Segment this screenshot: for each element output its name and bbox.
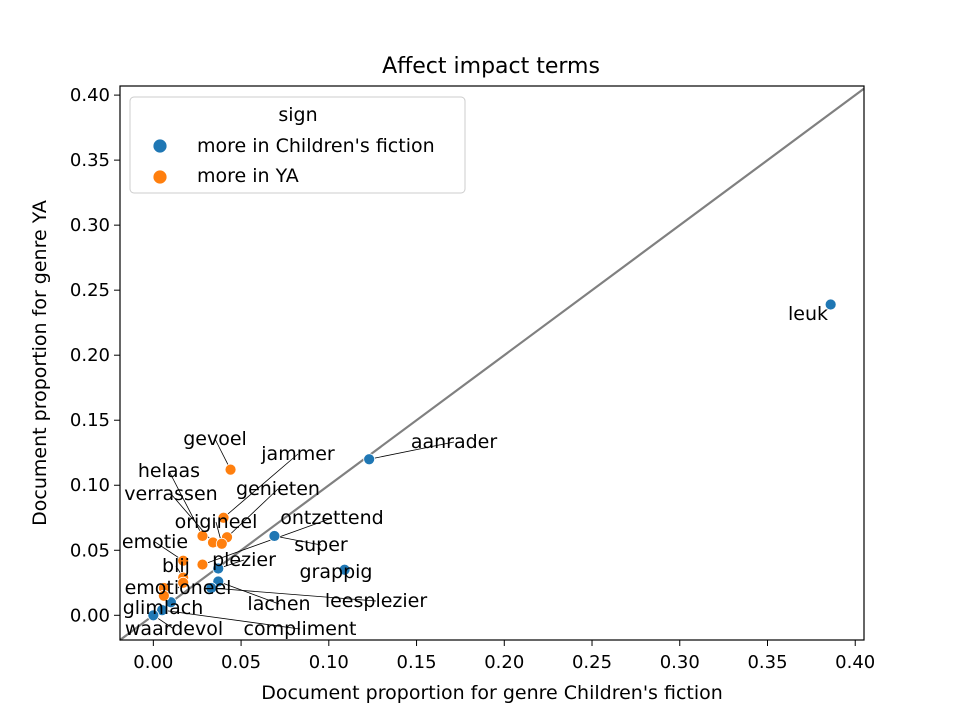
x-tick-label: 0.25 (572, 652, 612, 673)
y-tick-label: 0.20 (70, 345, 110, 366)
label-genieten: genieten (236, 478, 320, 500)
y-tick-label: 0.05 (70, 540, 110, 561)
label-emotioneel: emotioneel (125, 577, 232, 599)
label-super: super (294, 534, 348, 556)
point-emotie (177, 554, 190, 567)
diagonal-layer (119, 87, 865, 641)
y-axis-label: Document proportion for genre YA (29, 200, 51, 526)
point-waardevol (147, 609, 160, 622)
axes: leuk aanrader super grappig plezier lachen lee… (70, 85, 875, 673)
leader-super (274, 535, 322, 546)
label-ontzettend: ontzettend (280, 507, 383, 529)
diagonal-line (119, 87, 865, 641)
label-glimlach: glimlach (123, 597, 204, 619)
label-leuk: leuk (788, 303, 828, 325)
y-tick-label: 0.25 (70, 280, 110, 301)
point-grappig (338, 563, 351, 576)
point-plezier (212, 562, 225, 575)
x-tick-label: 0.40 (835, 652, 875, 673)
leader-aanrader (369, 441, 455, 460)
y-ticks: 0.00 0.05 0.10 0.15 0.20 0.25 0.30 0.35 0.40 (70, 85, 120, 626)
label-blij: blij (162, 555, 190, 577)
point-s1-11 (157, 589, 170, 602)
point-jammer (217, 511, 230, 524)
label-aanrader: aanrader (411, 431, 498, 453)
leader-compliment (162, 609, 301, 630)
x-axis-label: Document proportion for genre Children's… (261, 682, 723, 704)
point-compliment (156, 604, 169, 616)
point-gevoel (224, 463, 237, 476)
leader-helaas (168, 470, 203, 537)
legend-label-ya: more in YA (197, 165, 299, 187)
legend: sign more in Children's fiction more in … (129, 96, 466, 194)
point-emotioneel (177, 576, 190, 589)
label-layer: leuk aanrader super grappig plezier lachen lee… (122, 303, 828, 640)
label-jammer: jammer (260, 443, 335, 465)
point-layer (147, 298, 837, 622)
y-tick-label: 0.15 (70, 410, 110, 431)
leader-leesplezier (211, 587, 377, 602)
x-tick-label: 0.30 (660, 652, 700, 673)
point-aanrader (363, 453, 376, 466)
label-compliment: compliment (244, 618, 357, 640)
legend-marker-children (152, 138, 168, 154)
x-tick-label: 0.10 (309, 652, 349, 673)
legend-title: sign (278, 104, 317, 126)
chart-title: Affect impact terms (382, 54, 600, 79)
point-leesplezier (205, 582, 218, 594)
x-tick-label: 0.15 (397, 652, 437, 673)
label-helaas: helaas (138, 460, 200, 482)
leader-lachen (218, 581, 280, 605)
x-ticks: 0.00 0.05 0.10 0.15 0.20 0.25 0.30 0.35 0.40 (133, 640, 875, 673)
label-grappig: grappig (300, 561, 373, 583)
label-lachen: lachen (247, 593, 310, 615)
label-origineel: origineel (175, 511, 258, 533)
y-tick-label: 0.35 (70, 150, 110, 171)
label-leesplezier: leesplezier (325, 590, 428, 612)
legend-box (129, 96, 466, 194)
x-tick-label: 0.20 (484, 652, 524, 673)
leader-jammer (223, 453, 299, 519)
label-gevoel: gevoel (183, 428, 247, 450)
point-ontzettend (196, 558, 209, 571)
label-verrassen: verrassen (124, 483, 217, 505)
point-origineel (215, 537, 228, 550)
point-helaas (196, 530, 209, 542)
plot-frame (119, 85, 865, 641)
y-tick-label: 0.30 (70, 215, 110, 236)
label-emotie: emotie (122, 531, 188, 553)
legend-marker-ya (152, 169, 168, 185)
x-tick-label: 0.00 (133, 652, 173, 673)
leader-ontzettend (202, 517, 333, 565)
x-tick-label: 0.35 (747, 652, 787, 673)
label-plezier: plezier (212, 549, 276, 571)
x-tick-label: 0.05 (221, 652, 261, 673)
y-tick-label: 0.10 (70, 475, 110, 496)
point-leuk (824, 298, 837, 311)
y-tick-label: 0.00 (70, 605, 110, 626)
leader-genieten (226, 488, 279, 538)
label-waardevol: waardevol (125, 618, 223, 640)
point-super (268, 530, 281, 542)
legend-label-children: more in Children's fiction (197, 135, 435, 157)
y-tick-label: 0.40 (70, 85, 110, 106)
